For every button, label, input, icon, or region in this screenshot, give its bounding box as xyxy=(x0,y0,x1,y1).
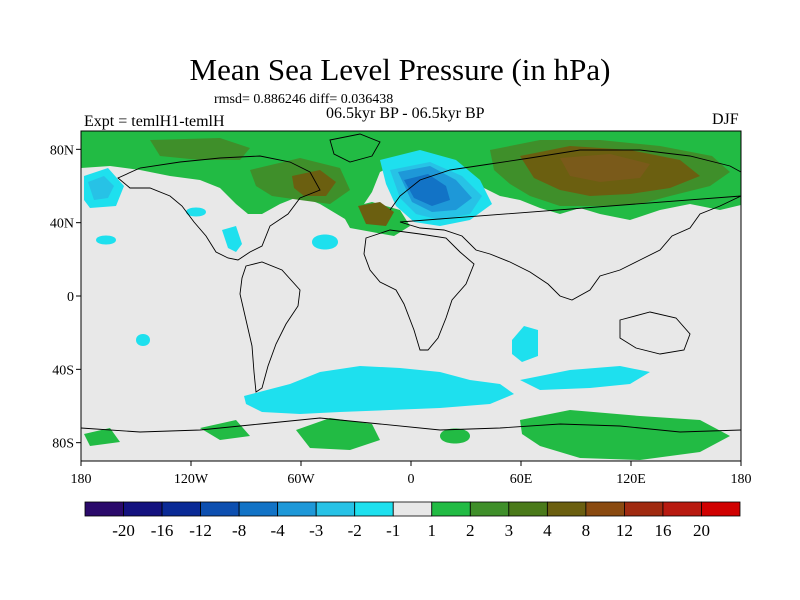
colorbar-label: -4 xyxy=(271,521,286,540)
season-label: DJF xyxy=(712,111,739,128)
period-label: 06.5kyr BP - 06.5kyr BP xyxy=(326,105,485,122)
caribbean-negative xyxy=(222,226,242,252)
colorbar-label: -1 xyxy=(386,521,400,540)
latitude-axis: 80N 40N 0 40S 80S xyxy=(50,143,81,452)
coastlines xyxy=(81,133,741,433)
colorbar-swatch xyxy=(238,501,279,517)
rmsd-diff-stats: rmsd= 0.886246 diff= 0.036438 xyxy=(214,92,394,107)
colorbar-label: -20 xyxy=(112,521,135,540)
map-title: Mean Sea Level Pressure (in hPa) xyxy=(189,52,611,87)
lon-label-120W: 120W xyxy=(174,472,209,487)
colorbar-label: 20 xyxy=(693,521,710,540)
lon-label-120E: 120E xyxy=(616,472,646,487)
colorbar-label: -12 xyxy=(189,521,212,540)
colorbar-swatch xyxy=(315,501,356,517)
colorbar-swatch xyxy=(161,501,201,517)
antarctic-positive-2 xyxy=(200,420,250,440)
colorbar-label: -3 xyxy=(309,521,323,540)
lon-label-180: 180 xyxy=(71,472,92,487)
lon-label-60W: 60W xyxy=(287,472,315,487)
europe-negative-4 xyxy=(404,174,450,206)
longitude-axis: 180 120W 60W 0 60E 120E 180 xyxy=(71,461,752,487)
colorbar-swatches xyxy=(84,501,741,517)
colorbar-swatch xyxy=(354,501,394,517)
atlantic-negative-1 xyxy=(312,234,338,250)
lat-label-40N: 40N xyxy=(50,217,74,232)
lat-label-40S: 40S xyxy=(52,363,74,378)
colorbar-label: 3 xyxy=(505,521,514,540)
colorbar-label: -8 xyxy=(232,521,246,540)
siberia-positive-8 xyxy=(560,154,650,182)
colorbar-label: 4 xyxy=(543,521,552,540)
eurasia-coast xyxy=(389,149,741,301)
northwest-pacific-positive xyxy=(150,138,250,160)
colorbar-label: 1 xyxy=(428,521,437,540)
colorbar-swatch xyxy=(277,501,317,517)
antarctic-positive-1 xyxy=(296,418,380,450)
colorbar-swatch xyxy=(585,501,625,517)
north-america-coast xyxy=(117,155,321,261)
southern-ocean-negative xyxy=(244,366,514,414)
colorbar-swatch xyxy=(546,501,587,517)
colorbar-swatch xyxy=(701,501,741,517)
southern-indian-negative xyxy=(520,366,650,390)
greenland-coast xyxy=(329,133,381,163)
colorbar-swatch xyxy=(662,501,702,517)
colorbar-swatch xyxy=(508,501,548,517)
africa-coast xyxy=(363,229,475,351)
colorbar-swatch xyxy=(200,501,240,517)
colorbar-label: 2 xyxy=(466,521,475,540)
colorbar-labels: -20 -16 -12 -8 -4 -3 -2 -1 1 2 3 4 8 12 16 20 xyxy=(112,521,710,540)
lon-label-0: 0 xyxy=(408,472,415,487)
alaska-negative-2-core xyxy=(88,176,114,200)
lon-label-180: 180 xyxy=(731,472,752,487)
lon-label-60E: 60E xyxy=(510,472,533,487)
colorbar-label: -16 xyxy=(151,521,174,540)
colorbar-swatch xyxy=(624,501,664,517)
colorbar-swatch xyxy=(123,501,163,517)
pacific-negative-1 xyxy=(96,235,116,245)
lat-label-80N: 80N xyxy=(50,143,74,158)
map-field xyxy=(81,131,741,461)
colorbar-label: -2 xyxy=(348,521,362,540)
australia-coast xyxy=(619,311,691,355)
antarctic-positive-3 xyxy=(520,410,730,460)
north-america-positive-4 xyxy=(292,170,336,196)
colorbar-label: 8 xyxy=(582,521,591,540)
south-america-coast xyxy=(239,261,301,393)
colorbar-swatch xyxy=(392,501,433,517)
antarctic-positive-5 xyxy=(440,428,470,444)
colorbar-label: 16 xyxy=(654,521,671,540)
south-pacific-negative-small xyxy=(136,334,150,346)
colorbar-swatch xyxy=(431,501,471,517)
antarctica-coast xyxy=(81,417,741,433)
lat-label-80S: 80S xyxy=(52,437,74,452)
pacific-negative-2 xyxy=(186,207,206,217)
experiment-label: Expt = temlH1-temlH xyxy=(84,113,225,130)
colorbar-label: 12 xyxy=(616,521,633,540)
indian-ocean-negative xyxy=(512,326,538,362)
colorbar-swatch xyxy=(84,501,124,517)
antarctic-positive-4 xyxy=(84,428,120,446)
colorbar-swatch xyxy=(469,501,510,517)
atlantic-positive-4 xyxy=(358,202,394,226)
lat-label-0: 0 xyxy=(67,290,74,305)
